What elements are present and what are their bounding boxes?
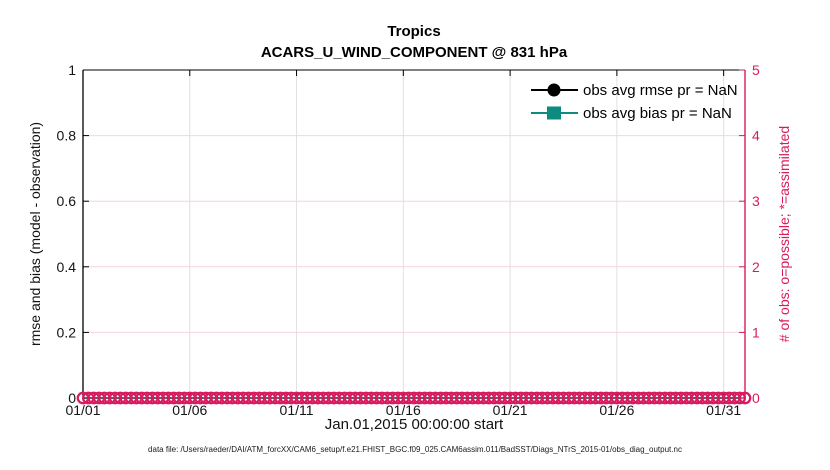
right-y-axis-label: # of obs: o=possible; *=assimilated (776, 126, 792, 342)
right-y-tick-label: 2 (752, 259, 760, 275)
legend-entry-bias: obs avg bias pr = NaN (531, 105, 732, 122)
left-y-tick-label: 0.6 (57, 193, 77, 209)
x-tick-label: 01/11 (280, 402, 314, 418)
x-tick-label: 01/01 (65, 402, 100, 418)
rmse-circle-marker-icon (547, 83, 561, 97)
x-tick-label: 01/16 (386, 402, 421, 418)
tick-labels-layer: 01/01 01/06 01/11 01/16 01/21 01/26 01/31 0 0.2 0… (57, 62, 760, 418)
right-y-tick-label: 3 (752, 193, 760, 209)
right-y-tick-label: 1 (752, 324, 760, 340)
chart-title: Tropics (387, 23, 440, 40)
left-y-tick-label: 0.2 (57, 324, 77, 340)
data-file-caption: data file: /Users/raeder/DAI/ATM_forcXX/… (148, 445, 682, 454)
legend-label-bias: obs avg bias pr = NaN (583, 105, 732, 122)
x-tick-label: 01/06 (172, 402, 207, 418)
x-tick-label: 01/31 (706, 402, 741, 418)
x-tick-label: 01/21 (493, 402, 528, 418)
left-y-tick-label: 0.8 (57, 128, 77, 144)
left-y-tick-label: 0.4 (57, 259, 77, 275)
x-tick-label: 01/26 (599, 402, 634, 418)
right-y-tick-label: 4 (752, 128, 760, 144)
left-y-tick-label: 0 (68, 390, 76, 406)
obs-count-marker-band (76, 391, 752, 405)
right-y-tick-label: 0 (752, 390, 760, 406)
obs-count-marker (738, 391, 752, 405)
right-y-tick-label: 5 (752, 62, 760, 78)
chart-subtitle: ACARS_U_WIND_COMPONENT @ 831 hPa (261, 44, 568, 61)
x-axis-label: Jan.01,2015 00:00:00 start (325, 416, 504, 433)
left-y-axis-label: rmse and bias (model - observation) (27, 122, 43, 346)
bias-square-marker-icon (547, 106, 561, 120)
legend-entry-rmse: obs avg rmse pr = NaN (531, 82, 738, 99)
left-y-tick-label: 1 (68, 62, 76, 78)
gridlines-layer (83, 70, 745, 398)
legend-label-rmse: obs avg rmse pr = NaN (583, 82, 738, 99)
obs-count-marker (733, 391, 747, 405)
legend: obs avg rmse pr = NaN obs avg bias pr = … (531, 82, 738, 122)
